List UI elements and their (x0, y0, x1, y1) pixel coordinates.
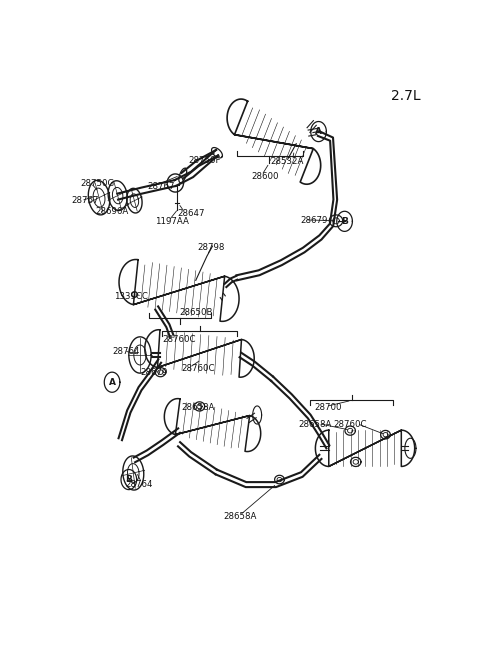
Text: 28764: 28764 (125, 479, 153, 489)
Text: 28658A: 28658A (224, 512, 257, 521)
Text: 28658A: 28658A (181, 403, 214, 412)
Text: A: A (315, 127, 322, 136)
Text: 28696A: 28696A (96, 207, 129, 216)
Text: 28750G: 28750G (81, 179, 115, 187)
Text: 1197AA: 1197AA (155, 217, 189, 227)
Text: 2.7L: 2.7L (391, 89, 421, 103)
Text: 28798: 28798 (198, 243, 225, 252)
Text: 28767: 28767 (71, 196, 99, 205)
Text: 28600: 28600 (252, 172, 279, 181)
Text: 28679: 28679 (300, 216, 327, 225)
Text: 28679: 28679 (140, 368, 168, 377)
Text: 28700: 28700 (315, 403, 342, 412)
Text: 28760C: 28760C (162, 335, 196, 344)
Text: 28658A: 28658A (298, 420, 332, 429)
Text: 28760C: 28760C (334, 420, 367, 429)
Text: B: B (341, 217, 348, 226)
Text: B: B (125, 475, 132, 484)
Text: 28650B: 28650B (179, 308, 213, 316)
Text: 28767: 28767 (147, 182, 175, 191)
Text: 28750F: 28750F (188, 156, 221, 165)
Text: 28532A: 28532A (270, 157, 303, 166)
Text: 28760C: 28760C (181, 364, 215, 373)
Text: A: A (108, 378, 116, 386)
Text: 28647: 28647 (177, 209, 204, 217)
Text: 1339CC: 1339CC (114, 292, 148, 301)
Text: 28764: 28764 (112, 347, 140, 356)
